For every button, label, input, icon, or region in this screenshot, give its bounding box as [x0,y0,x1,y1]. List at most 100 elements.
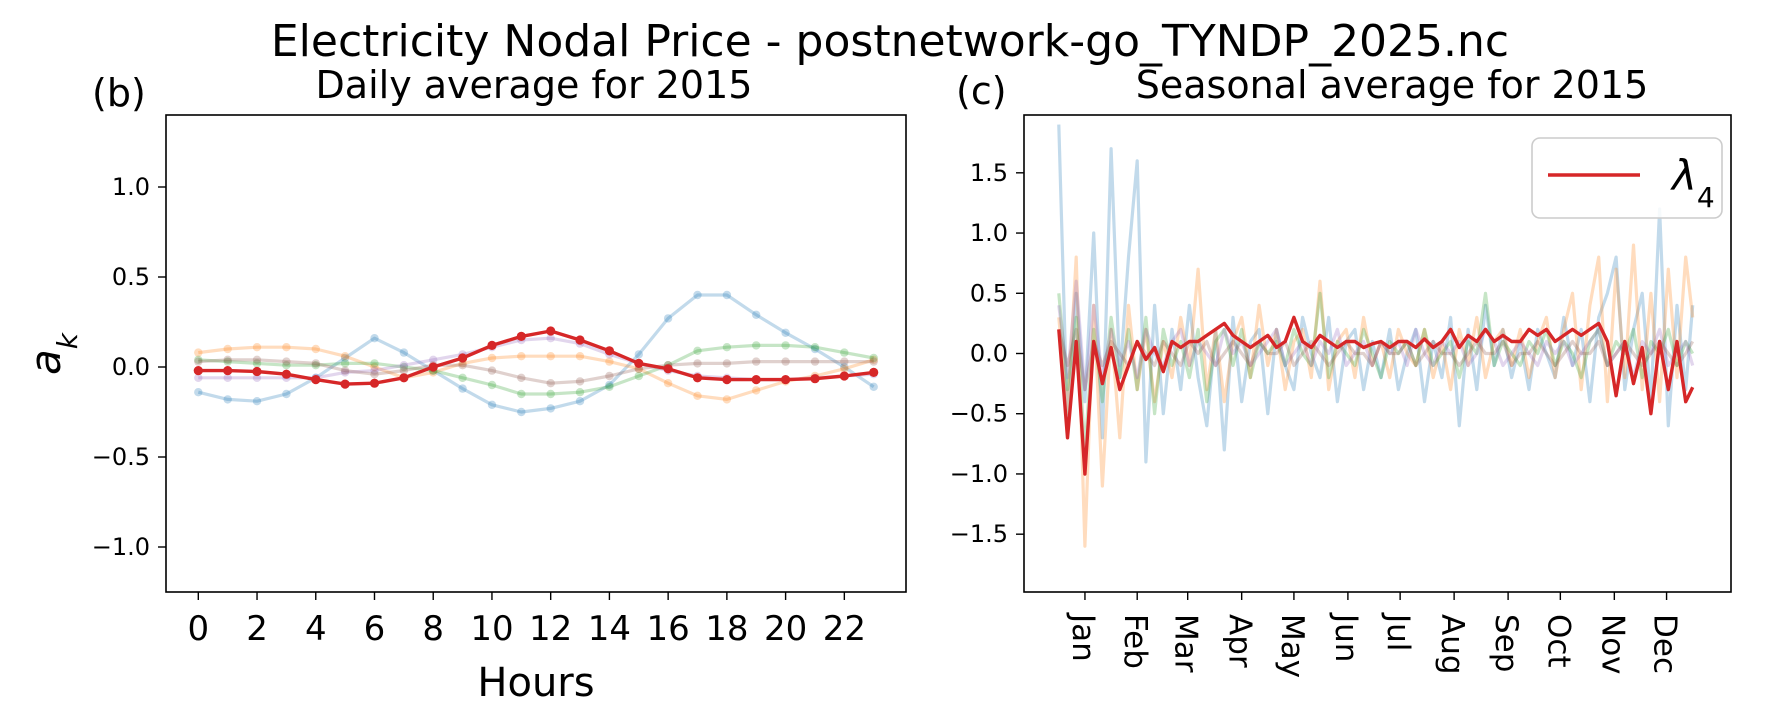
data-point-brown [810,357,820,366]
data-point-purple [429,355,438,364]
data-point-brown [340,366,350,375]
y-tick-label: −0.5 [92,443,150,471]
legend-label-subscript: 4 [1697,181,1715,214]
data-point-red [751,375,761,385]
data-point-orange [546,352,555,361]
data-point-brown [781,357,790,366]
y-tick-label: 0.0 [970,340,1008,368]
data-point-blue [370,334,379,343]
series-line-green [198,343,874,396]
data-point-purple [252,373,262,382]
legend-label-main: λ [1670,151,1697,200]
data-point-brown [722,359,732,368]
seasonal-series-group [1057,124,1695,548]
series-line-green [1057,291,1695,452]
series-line-brown [1057,327,1695,392]
x-tick-label: May [1274,614,1310,678]
data-point-green [810,343,820,352]
data-point-red [869,367,879,377]
data-point-red [428,362,438,372]
data-point-brown [252,355,262,364]
data-point-green [399,362,409,372]
data-point-red [810,374,820,384]
x-tick-label: Dec [1647,614,1683,674]
data-point-blue [340,353,350,363]
data-point-red [781,375,791,385]
data-point-red [546,326,556,336]
series-line-blue [197,293,875,414]
data-point-brown [487,366,497,375]
data-point-red [575,335,585,345]
data-point-green [781,341,790,350]
figure-suptitle: Electricity Nodal Price - postnetwork-go… [271,16,1509,67]
data-point-green [223,357,232,366]
data-point-brown [869,357,878,366]
data-point-blue [869,382,878,391]
data-point-brown [840,357,849,366]
series-line-orange [198,345,875,401]
data-point-blue [634,350,643,359]
data-point-blue [546,404,555,413]
data-point-brown [693,359,702,368]
data-point-purple [223,373,232,382]
data-point-red [516,331,526,341]
data-point-red [193,366,203,376]
y-tick-label: −0.5 [950,400,1008,428]
data-point-green [458,373,467,382]
x-tick-label: Nov [1594,614,1630,675]
data-point-green [752,341,761,350]
data-point-blue [399,348,409,357]
series-line-blue [1057,124,1695,464]
data-point-green [546,389,555,399]
seasonal-average-panel: (c) Seasonal average for 2015 Jan Feb Mar A… [950,63,1732,678]
x-tick-label: Jun [1328,612,1364,662]
daily-plot-frame [165,114,907,593]
y-tick-label: 0.5 [970,279,1008,307]
data-point-red [839,371,849,381]
y-tick-label: −1.0 [92,533,150,561]
data-point-orange [487,353,497,363]
x-tick-label: 12 [529,609,572,649]
data-point-orange [340,352,350,361]
daily-y-ticks: −1.0 −0.5 0.0 0.5 1.0 [92,173,166,561]
data-point-brown [399,366,409,375]
data-point-brown [282,357,291,366]
x-tick-label: 8 [422,609,444,649]
data-point-green [194,355,203,364]
x-tick-label: 20 [764,609,807,649]
data-point-orange [575,352,585,361]
panel-label-b: (b) [92,71,146,115]
daily-chart-title: Daily average for 2015 [316,63,753,107]
data-point-green [370,359,379,368]
data-point-orange [252,343,262,352]
data-point-red [369,378,380,388]
data-point-blue [517,407,526,417]
series-line-red [1057,315,1695,476]
data-point-brown [194,357,203,366]
data-point-green [487,380,497,390]
x-tick-label: 18 [705,609,748,649]
x-tick-label: 0 [187,609,209,649]
data-point-orange [840,364,849,373]
data-point-green [605,382,614,391]
data-point-orange [223,344,232,354]
data-point-red [663,364,673,374]
x-tick-label: Oct [1540,614,1576,668]
data-point-blue [663,314,673,323]
data-point-orange [517,352,526,361]
daily-x-axis-label: Hours [477,660,594,706]
y-tick-label: 1.5 [970,159,1008,187]
data-point-brown [575,377,585,386]
data-point-red [722,375,732,385]
data-point-green [340,359,350,368]
data-point-brown [458,361,467,370]
series-line-red [198,329,874,386]
data-point-brown [752,357,761,366]
data-point-blue [605,380,614,390]
data-point-blue [722,290,732,300]
x-tick-label: Aug [1434,614,1470,675]
data-point-brown [546,379,555,388]
seasonal-x-ticks: Jan Feb Mar Apr May Jun Jul Aug Sep Oct Nov Dec [1065,592,1683,678]
x-tick-label: 4 [305,609,327,649]
